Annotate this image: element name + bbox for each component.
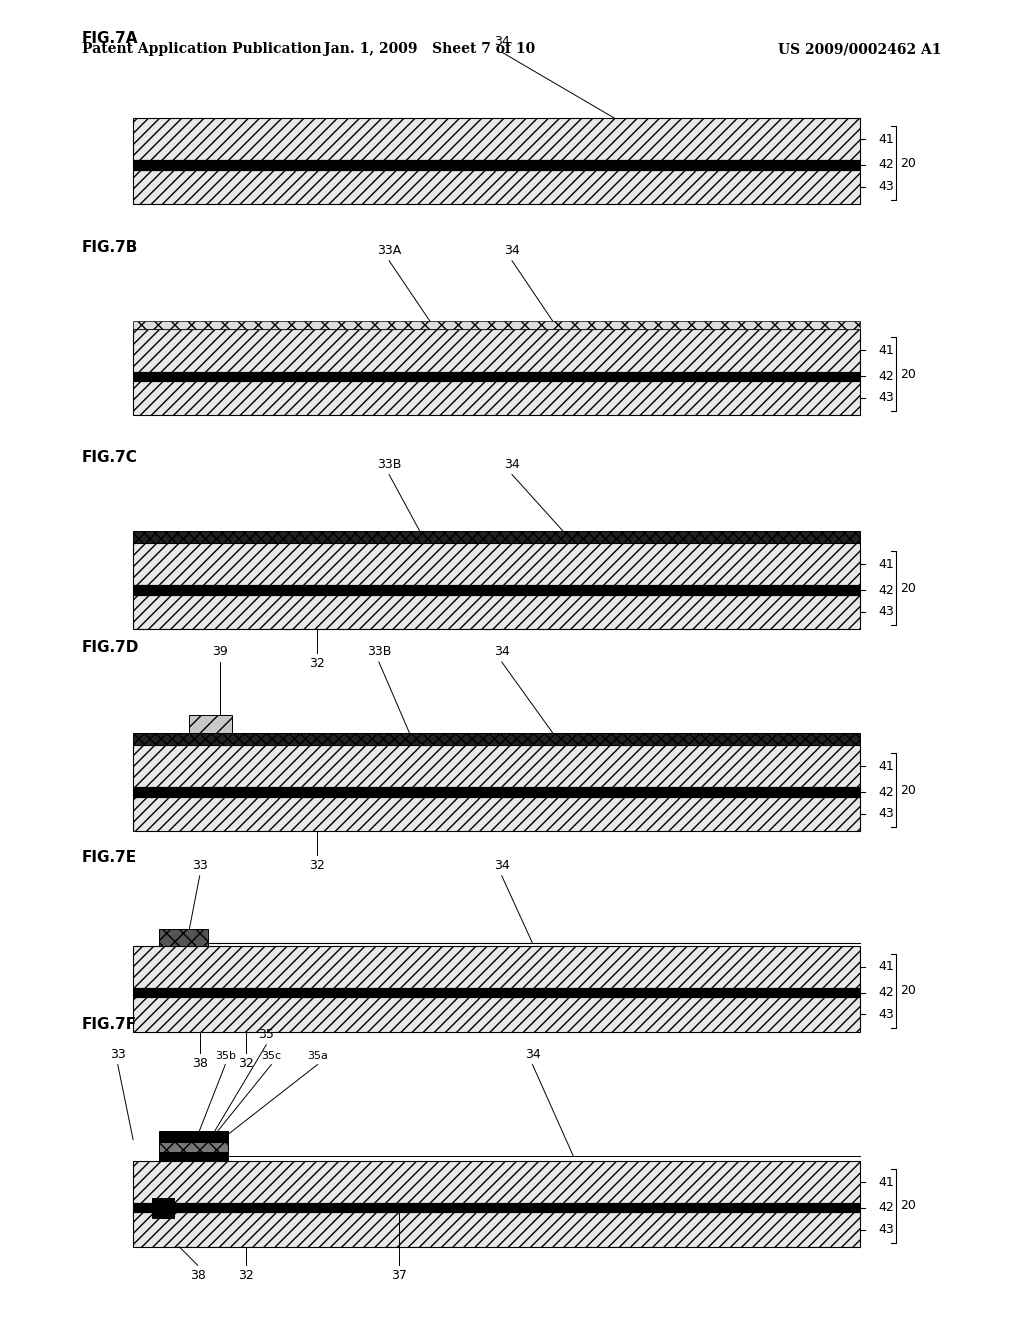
Text: 20: 20 [900,784,916,796]
Text: 35c: 35c [261,1051,282,1061]
Text: 20: 20 [900,368,916,380]
Text: 32: 32 [309,656,326,669]
Text: 33B: 33B [377,458,401,470]
Text: 41: 41 [879,760,894,772]
Bar [133,787,860,796]
Text: 35b: 35b [215,1051,236,1061]
Text: 32: 32 [238,1270,254,1282]
Text: 33: 33 [110,1048,126,1061]
Text: FIG.7E: FIG.7E [82,850,137,866]
Text: 20: 20 [900,1200,916,1212]
Text: 33B: 33B [367,645,391,659]
Bar [159,1151,228,1162]
Text: 20: 20 [900,157,916,169]
Bar [133,380,860,414]
Text: FIG.7B: FIG.7B [82,240,138,255]
Text: 42: 42 [879,158,894,172]
Text: 43: 43 [879,1224,894,1236]
Text: 34: 34 [524,1048,541,1061]
Bar [133,1212,860,1246]
Bar [133,585,860,594]
Text: 42: 42 [879,1201,894,1214]
Text: 41: 41 [879,558,894,570]
Text: 34: 34 [494,36,510,48]
Bar [133,987,860,998]
Text: 42: 42 [879,583,894,597]
Bar [133,531,860,543]
Bar [133,1162,860,1204]
Text: 38: 38 [191,1056,208,1069]
Text: 42: 42 [879,785,894,799]
Text: 34: 34 [494,645,510,659]
Bar [133,744,860,787]
Bar [133,117,860,160]
Bar [133,329,860,372]
Text: 34: 34 [504,458,520,470]
Text: 37: 37 [391,1270,408,1282]
Bar [133,372,860,380]
Text: 43: 43 [879,1008,894,1020]
Text: Patent Application Publication: Patent Application Publication [82,42,322,57]
Bar [133,321,860,329]
Text: 39: 39 [212,645,228,659]
Text: FIG.7F: FIG.7F [82,1016,137,1032]
Text: 43: 43 [879,181,894,193]
Bar [133,998,860,1032]
Text: 20: 20 [900,582,916,594]
Text: 42: 42 [879,986,894,999]
Text: 41: 41 [879,345,894,356]
Text: 34: 34 [504,244,520,256]
Text: 43: 43 [879,808,894,820]
Text: 33: 33 [191,859,208,873]
Bar [133,796,860,832]
Text: FIG.7A: FIG.7A [82,30,138,45]
Text: 33A: 33A [377,244,401,256]
Text: 41: 41 [879,133,894,145]
Text: 38: 38 [189,1270,206,1282]
Bar [159,1142,228,1151]
Text: 35: 35 [258,1028,274,1040]
Bar [159,929,208,945]
Text: 35a: 35a [307,1051,328,1061]
Text: Jan. 1, 2009   Sheet 7 of 10: Jan. 1, 2009 Sheet 7 of 10 [325,42,536,57]
Text: FIG.7C: FIG.7C [82,450,138,465]
Text: 41: 41 [879,1176,894,1188]
Text: 34: 34 [494,859,510,873]
Bar [133,945,860,987]
Text: 20: 20 [900,985,916,997]
Text: 32: 32 [238,1056,254,1069]
Bar [133,594,860,628]
Text: 32: 32 [309,859,326,871]
Bar [189,715,232,734]
Bar [133,543,860,585]
Bar [133,160,860,169]
Bar [159,1130,228,1142]
Bar [133,170,860,205]
Text: FIG.7D: FIG.7D [82,640,139,655]
Text: 42: 42 [879,370,894,383]
Text: 43: 43 [879,392,894,404]
Bar [133,1204,860,1212]
Text: US 2009/0002462 A1: US 2009/0002462 A1 [778,42,942,57]
Bar [133,734,860,744]
Text: 41: 41 [879,961,894,973]
Text: 43: 43 [879,606,894,618]
Bar [152,1199,174,1217]
